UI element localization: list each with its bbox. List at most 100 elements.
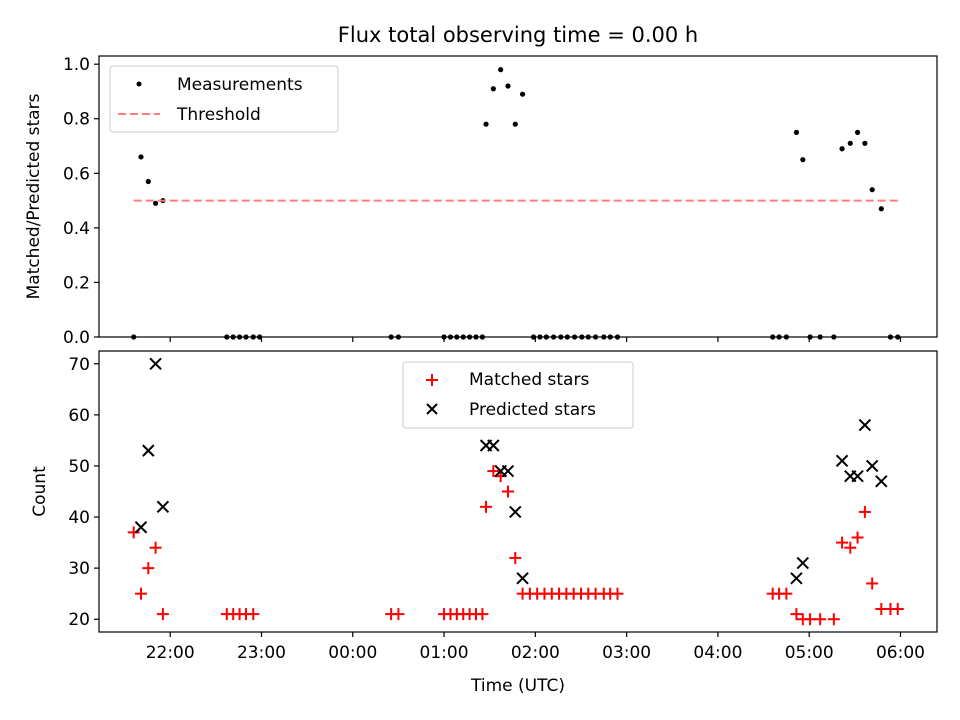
predicted-stars-point xyxy=(156,500,170,514)
top-panel-frame xyxy=(98,55,938,338)
measurement-point xyxy=(505,83,511,89)
x-tick-label: 00:00 xyxy=(328,643,377,663)
measurement-point xyxy=(498,67,504,73)
measurement-point xyxy=(467,334,473,340)
matched-stars-point xyxy=(858,505,871,518)
bottom-y-ticks: 20 30 40 50 60 70 xyxy=(68,355,99,630)
measurement-point xyxy=(395,334,402,340)
matched-stars-point xyxy=(476,608,489,621)
measurement-point xyxy=(601,334,607,340)
y-tick-label: 30 xyxy=(68,559,90,579)
predicted-stars-point xyxy=(790,572,803,585)
measurement-point xyxy=(895,334,901,340)
legend-matched-marker xyxy=(426,374,438,386)
matched-stars-point xyxy=(836,536,849,549)
predicted-stars-point xyxy=(142,444,155,457)
bottom-plot-marks xyxy=(127,357,904,626)
measurement-point xyxy=(564,334,570,340)
y-tick-label: 0.6 xyxy=(63,164,90,184)
top-y-ticks: 0.0 0.2 0.4 0.6 0.8 1.0 xyxy=(63,55,99,348)
predicted-stars-point xyxy=(858,418,872,432)
measurement-point xyxy=(551,334,557,340)
measurement-point xyxy=(230,334,236,340)
measurement-point xyxy=(854,129,861,135)
predicted-stars-point xyxy=(796,556,810,570)
y-tick-label: 0.2 xyxy=(63,273,90,293)
matched-stars-point xyxy=(780,587,793,600)
y-tick-label: 0.4 xyxy=(63,219,90,239)
matched-stars-point xyxy=(392,608,405,621)
y-tick-label: 20 xyxy=(68,610,90,630)
matched-stars-point xyxy=(611,587,624,600)
x-tick-label: 02:00 xyxy=(511,643,560,663)
matched-stars-point xyxy=(127,526,140,539)
top-legend: Measurements Threshold xyxy=(109,65,339,133)
predicted-stars-point xyxy=(875,475,888,488)
measurement-point xyxy=(490,86,496,92)
top-legend-box xyxy=(109,65,339,133)
x-tick-label: 23:00 xyxy=(237,643,286,663)
matched-stars-point xyxy=(814,613,827,626)
top-y-axis-label: Matched/Predicted stars xyxy=(24,93,44,299)
predicted-stars-point xyxy=(134,521,148,534)
measurement-point xyxy=(152,200,159,206)
measurement-point xyxy=(512,121,518,127)
measurement-point xyxy=(793,129,800,135)
measurement-point xyxy=(614,334,621,340)
measurement-point xyxy=(607,334,613,340)
matched-stars-point xyxy=(480,500,493,513)
matched-stars-point xyxy=(844,541,857,554)
measurement-point xyxy=(138,154,144,160)
predicted-stars-point xyxy=(149,357,162,370)
legend-measurements-marker xyxy=(136,81,142,87)
measurement-point xyxy=(800,157,806,163)
measurement-point xyxy=(579,334,585,340)
x-tick-label: 22:00 xyxy=(146,643,195,663)
measurement-point xyxy=(585,334,591,340)
legend-predicted-marker xyxy=(426,403,438,415)
measurement-point xyxy=(131,334,137,340)
legend-predicted-label: Predicted stars xyxy=(469,400,596,420)
measurement-point xyxy=(454,334,460,340)
bottom-x-ticks: 22:00 23:00 00:00 01:00 02:00 03:00 04:00 05:00… xyxy=(146,632,925,663)
y-tick-label: 60 xyxy=(68,406,90,426)
y-tick-label: 1.0 xyxy=(63,55,90,75)
y-tick-label: 70 xyxy=(68,355,90,375)
measurement-point xyxy=(537,334,543,340)
top-plot-marks xyxy=(131,67,901,340)
measurement-point xyxy=(783,334,789,340)
measurement-point xyxy=(530,334,537,340)
legend-threshold-label: Threshold xyxy=(176,105,261,125)
measurement-point xyxy=(250,334,256,340)
measurement-point xyxy=(571,334,578,340)
matched-stars-point xyxy=(487,465,500,478)
bottom-panel-counts: 20 30 40 50 60 70 22:00 23:00 00:00 01:00 02:00 03… xyxy=(30,350,938,696)
predicted-stars-point xyxy=(851,469,864,483)
measurement-point xyxy=(145,178,151,185)
measurement-point xyxy=(878,206,884,212)
measurement-point xyxy=(388,334,394,340)
measurement-point xyxy=(862,140,868,146)
bottom-legend-box xyxy=(402,361,634,429)
bottom-x-axis-label: Time (UTC) xyxy=(470,676,565,696)
bottom-legend: Matched stars Predicted stars xyxy=(402,361,634,429)
predicted-stars-point xyxy=(516,572,529,585)
y-tick-label: 40 xyxy=(68,508,90,528)
top-panel-ratio: 0.0 0.2 0.4 0.6 0.8 1.0 Matched/Predicted sta… xyxy=(24,55,938,348)
bottom-panel-frame xyxy=(98,350,938,633)
x-tick-label: 04:00 xyxy=(693,643,742,663)
matched-stars-point xyxy=(134,587,147,600)
measurement-point xyxy=(236,334,243,340)
matched-stars-point xyxy=(501,485,514,498)
matched-stars-point xyxy=(804,613,817,626)
measurement-point xyxy=(519,91,526,97)
matched-stars-point xyxy=(891,603,904,616)
predicted-stars-point xyxy=(501,464,515,478)
legend-measurements-label: Measurements xyxy=(177,75,303,95)
measurement-point xyxy=(460,334,466,340)
measurement-point xyxy=(887,334,894,340)
measurement-point xyxy=(473,334,479,340)
predicted-stars-point xyxy=(835,454,849,468)
measurement-point xyxy=(447,334,454,340)
